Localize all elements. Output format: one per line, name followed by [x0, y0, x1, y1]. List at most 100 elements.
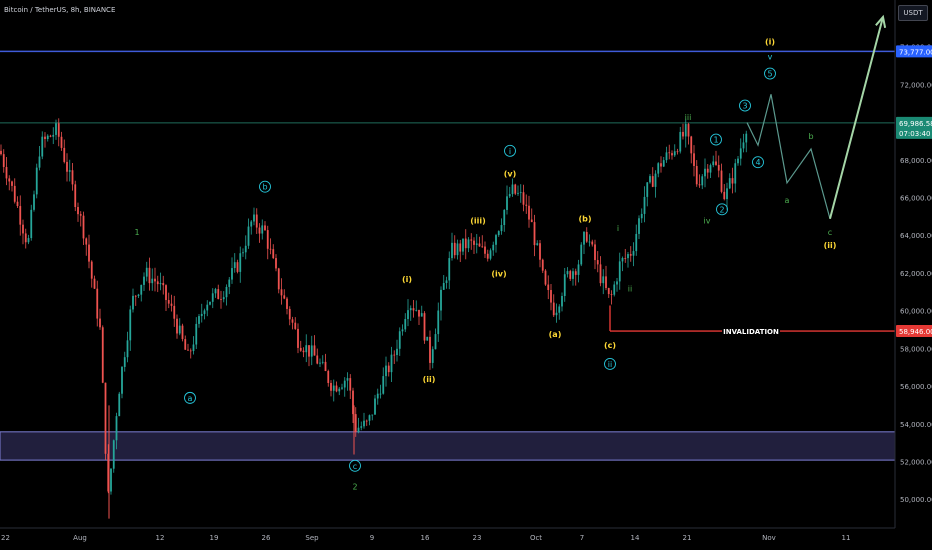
- candle-body: [242, 252, 244, 254]
- invalidation-label: INVALIDATION: [723, 328, 779, 336]
- candle-body: [60, 136, 63, 148]
- candle-body: [79, 214, 82, 216]
- y-tick-label: 58,000.00: [900, 345, 932, 353]
- candle-body: [324, 361, 327, 372]
- candle-body: [473, 240, 475, 245]
- wave-label: (a): [549, 330, 562, 339]
- y-tick-label: 72,000.00: [900, 81, 932, 89]
- candle-body: [184, 339, 187, 350]
- candle-body: [635, 233, 638, 252]
- candle-body: [720, 170, 723, 192]
- candle-body: [173, 305, 176, 319]
- candle-body: [115, 416, 118, 441]
- candle-body: [49, 135, 52, 137]
- candle-body: [8, 178, 11, 182]
- candle-body: [38, 156, 41, 168]
- candle-body: [96, 288, 99, 319]
- wave-label-circle: [739, 99, 751, 112]
- candle-body: [74, 184, 77, 208]
- candle-body: [506, 196, 508, 210]
- candle-body: [640, 213, 643, 219]
- candle-body: [22, 224, 24, 234]
- candle-body: [0, 150, 2, 155]
- candle-body: [110, 468, 112, 492]
- candle-body: [440, 289, 442, 311]
- x-tick-label: 7: [580, 534, 584, 542]
- wave-label: b: [808, 132, 813, 141]
- candle-body: [316, 355, 319, 364]
- candle-body: [162, 283, 165, 286]
- candle-body: [203, 310, 206, 314]
- wave-label: (ii): [423, 375, 436, 384]
- candle-body: [379, 393, 382, 395]
- candle-body: [610, 294, 613, 295]
- candle-body: [464, 238, 467, 249]
- candle-body: [715, 161, 717, 165]
- candle-body: [390, 354, 393, 373]
- candle-body: [503, 209, 506, 226]
- candle-body: [569, 271, 572, 279]
- candle-body: [35, 167, 38, 195]
- candle-body: [572, 271, 574, 279]
- candle-body: [456, 243, 459, 256]
- candle-body: [418, 309, 420, 317]
- y-tick-label: 66,000.00: [900, 195, 932, 203]
- x-tick-label: 19: [210, 534, 219, 542]
- candle-body: [68, 170, 71, 172]
- candle-body: [178, 325, 181, 334]
- x-tick-label: 11: [842, 534, 851, 542]
- candle-body: [107, 453, 110, 492]
- candle-body: [412, 308, 415, 311]
- candle-body: [121, 366, 123, 394]
- wave-label: i: [617, 224, 619, 233]
- candle-body: [451, 242, 453, 259]
- candle-body: [156, 281, 159, 285]
- candle-body: [302, 350, 305, 353]
- candle-body: [723, 191, 726, 200]
- wave-label: 2: [352, 483, 357, 492]
- candle-body: [305, 345, 308, 353]
- candle-body: [228, 279, 231, 287]
- candle-body: [404, 319, 407, 330]
- candle-body: [222, 297, 225, 300]
- candle-body: [525, 204, 528, 206]
- wave-label: b: [262, 183, 267, 192]
- wave-label: iii: [685, 113, 692, 122]
- candle-body: [5, 166, 8, 179]
- candle-body: [687, 124, 690, 137]
- invalidation-price-tag-bg: [896, 325, 932, 338]
- wave-label: 1: [134, 228, 139, 237]
- candle-body: [330, 382, 332, 391]
- candle-body: [327, 371, 330, 383]
- candle-body: [739, 148, 742, 159]
- candle-body: [335, 385, 338, 392]
- candle-body: [555, 312, 558, 316]
- wave-label: (b): [578, 215, 591, 224]
- candle-body: [291, 319, 294, 323]
- candle-body: [539, 243, 541, 260]
- candle-body: [82, 215, 85, 239]
- candle-body: [434, 334, 437, 350]
- x-tick-label: 26: [262, 534, 271, 542]
- candle-body: [671, 153, 673, 156]
- candle-body: [253, 214, 255, 222]
- candle-body: [426, 336, 429, 341]
- candle-body: [429, 336, 431, 363]
- candle-body: [354, 414, 357, 432]
- candle-body: [283, 295, 286, 299]
- candle-body: [651, 176, 654, 187]
- candle-body: [264, 225, 266, 231]
- candle-body: [580, 244, 583, 265]
- support-zone: [0, 431, 896, 461]
- currency-button[interactable]: USDT: [898, 5, 928, 21]
- candle-body: [167, 300, 170, 304]
- candle-body: [519, 192, 522, 194]
- candle-body: [143, 276, 145, 285]
- candle-body: [638, 218, 640, 234]
- candle-body: [319, 362, 321, 364]
- wave-label: 5: [767, 70, 772, 79]
- candle-body: [236, 262, 239, 272]
- candle-body: [731, 178, 734, 184]
